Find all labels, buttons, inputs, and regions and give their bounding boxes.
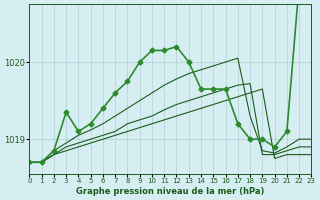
- X-axis label: Graphe pression niveau de la mer (hPa): Graphe pression niveau de la mer (hPa): [76, 187, 265, 196]
